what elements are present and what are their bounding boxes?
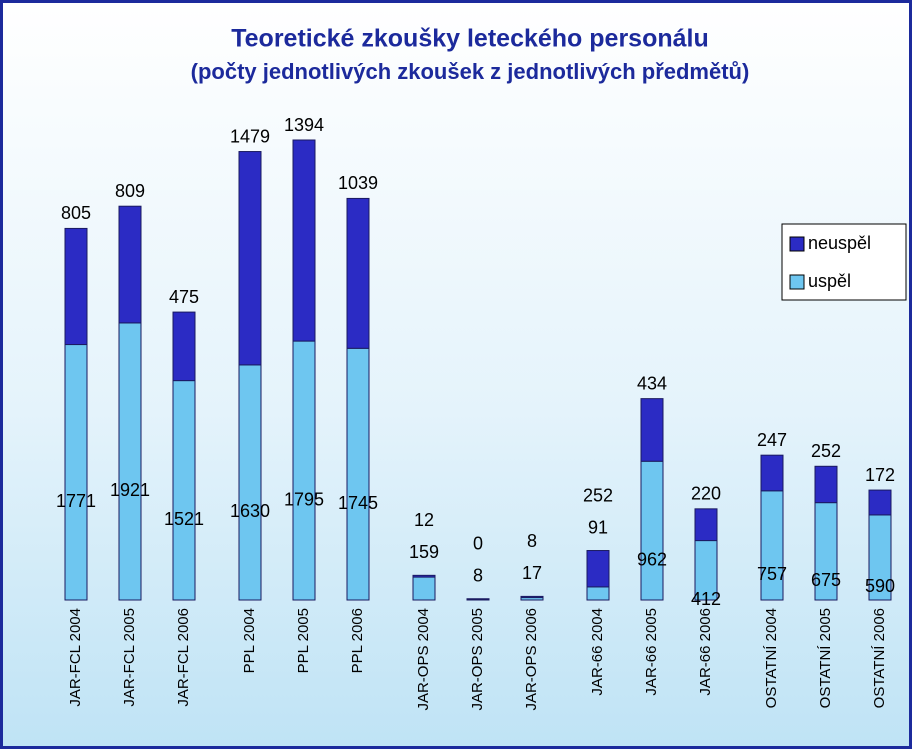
bar-segment <box>586 586 610 601</box>
value-label: 809 <box>115 181 145 201</box>
bar-segment <box>466 598 490 600</box>
x-tick-label: JAR-FCL 2006 <box>175 608 192 707</box>
bar-segment <box>292 340 316 601</box>
value-label: 12 <box>414 510 434 530</box>
value-label: 247 <box>757 430 787 450</box>
value-label: 1745 <box>338 493 378 513</box>
x-tick-label: OSTATNÍ 2004 <box>763 608 780 708</box>
value-label: 8 <box>527 531 537 551</box>
chart-subtitle: (počty jednotlivých zkoušek z jednotlivý… <box>191 59 750 84</box>
value-label: 675 <box>811 570 841 590</box>
bar-segment <box>640 398 664 462</box>
value-label: 252 <box>583 485 613 505</box>
value-label: 252 <box>811 441 841 461</box>
value-label: 757 <box>757 564 787 584</box>
x-tick-label: OSTATNÍ 2005 <box>817 608 834 708</box>
value-label: 434 <box>637 373 667 393</box>
value-label: 962 <box>637 549 667 569</box>
bar-segment <box>520 595 544 599</box>
value-label: 8 <box>473 566 483 586</box>
bar-segment <box>238 151 262 366</box>
chart-title: Teoretické zkoušky leteckého personálu <box>231 25 709 53</box>
value-label: 220 <box>691 484 721 504</box>
bar-segment <box>172 380 196 601</box>
value-label: 1630 <box>230 501 270 521</box>
legend-label: uspěl <box>808 271 851 291</box>
bar-segment <box>640 460 664 601</box>
bar-segment <box>238 364 262 601</box>
value-label: 590 <box>865 576 895 596</box>
value-label: 1479 <box>230 126 270 146</box>
bar-segment <box>346 347 370 601</box>
x-tick-label: JAR-66 2004 <box>589 608 606 696</box>
x-tick-label: JAR-OPS 2004 <box>415 608 432 711</box>
legend-label: neuspěl <box>808 233 871 253</box>
x-tick-label: JAR-FCL 2004 <box>67 608 84 707</box>
value-label: 0 <box>473 534 483 554</box>
x-tick-label: JAR-66 2005 <box>643 608 660 696</box>
x-tick-label: JAR-OPS 2006 <box>523 608 540 711</box>
value-label: 17 <box>522 563 542 583</box>
bar-segment <box>760 454 784 492</box>
bar-segment <box>64 227 88 346</box>
bar-segment <box>412 574 436 578</box>
x-tick-label: JAR-OPS 2005 <box>469 608 486 711</box>
value-label: 1521 <box>164 509 204 529</box>
x-tick-label: PPL 2004 <box>241 608 258 673</box>
bar-segment <box>118 322 142 601</box>
bar-segment <box>868 489 892 516</box>
bar-segment <box>292 139 316 342</box>
value-label: 475 <box>169 287 199 307</box>
value-label: 1771 <box>56 491 96 511</box>
x-tick-label: PPL 2005 <box>295 608 312 673</box>
x-tick-label: JAR-66 2006 <box>697 608 714 696</box>
x-tick-label: JAR-FCL 2005 <box>121 608 138 707</box>
value-label: 412 <box>691 589 721 609</box>
bar-segment <box>64 344 88 601</box>
bar-segment <box>694 508 718 542</box>
value-label: 91 <box>588 517 608 537</box>
value-label: 1795 <box>284 489 324 509</box>
value-label: 172 <box>865 465 895 485</box>
bar-segment <box>172 311 196 382</box>
value-label: 1394 <box>284 115 324 135</box>
legend-swatch <box>789 274 805 290</box>
value-label: 1039 <box>338 173 378 193</box>
value-label: 1921 <box>110 480 150 500</box>
bar-segment <box>586 550 610 588</box>
bar-segment <box>118 205 142 324</box>
legend-swatch <box>789 236 805 252</box>
x-tick-label: PPL 2006 <box>349 608 366 673</box>
x-tick-label: OSTATNÍ 2006 <box>871 608 888 708</box>
bar-segment <box>412 576 436 601</box>
bar-segment <box>814 465 838 504</box>
value-label: 159 <box>409 542 439 562</box>
bar-segment <box>346 197 370 349</box>
value-label: 805 <box>61 203 91 223</box>
